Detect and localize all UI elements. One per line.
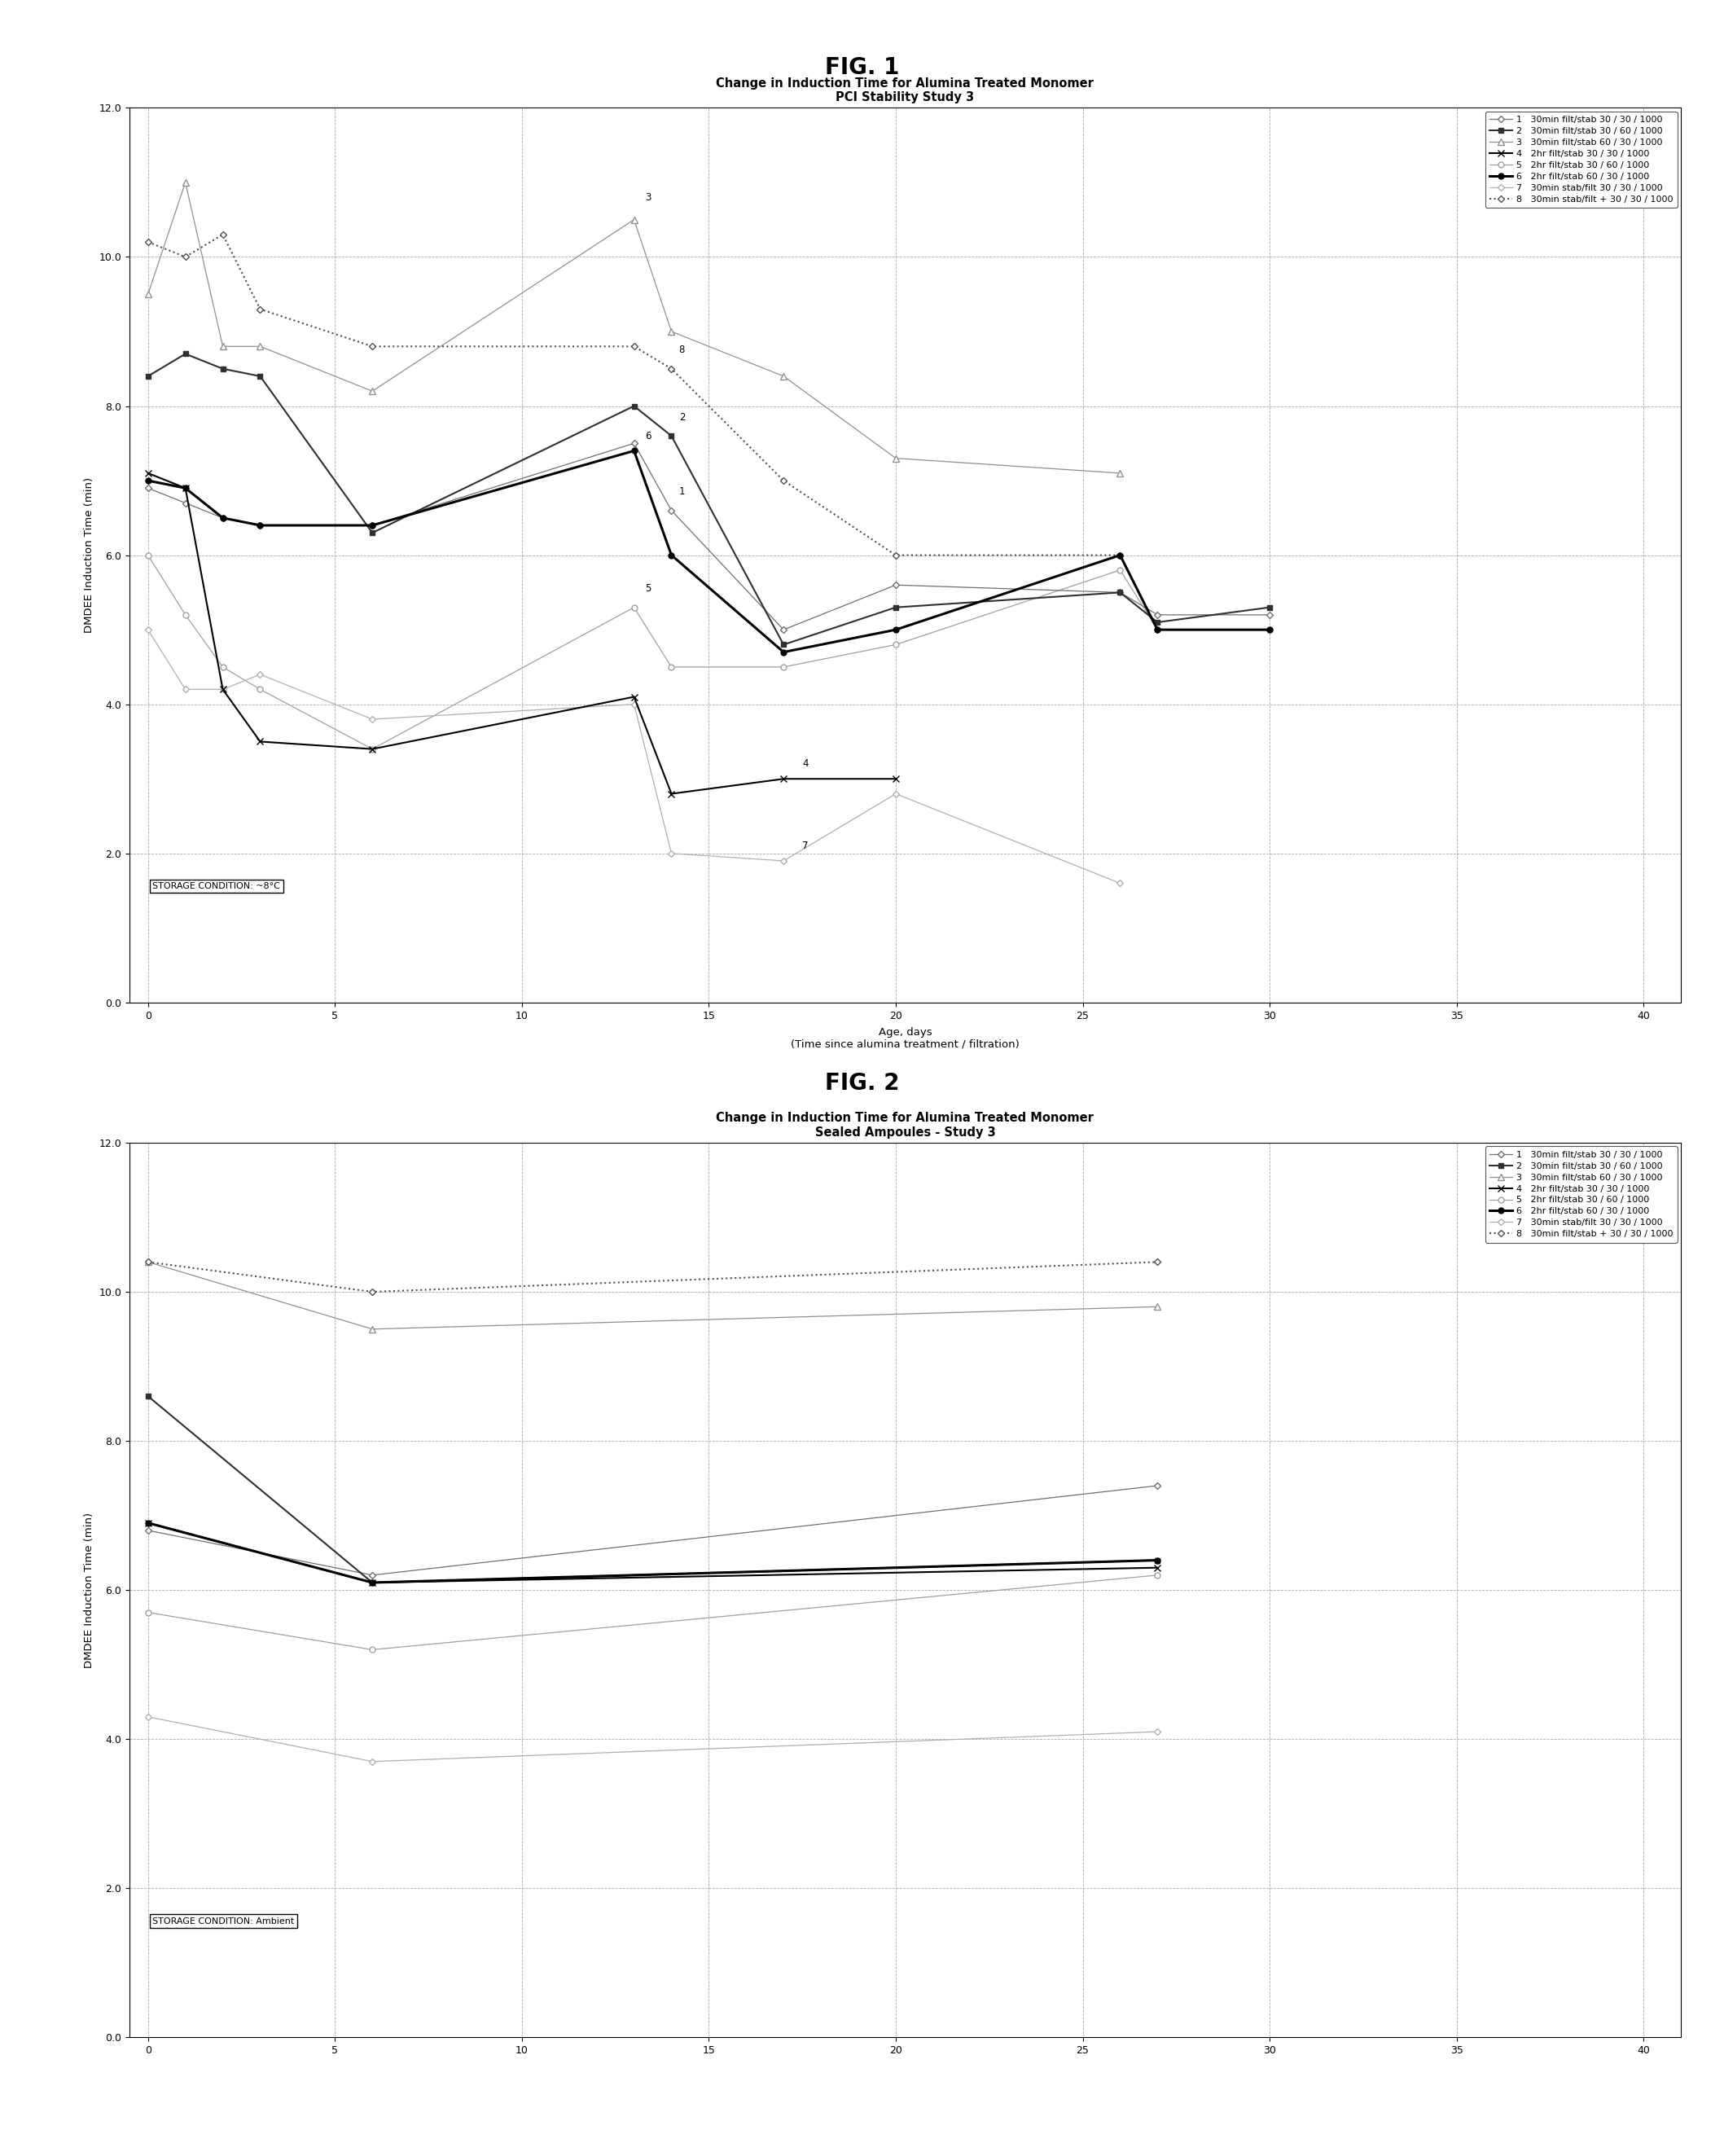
Text: STORAGE CONDITION: Ambient: STORAGE CONDITION: Ambient bbox=[153, 1917, 295, 1925]
Title: Change in Induction Time for Alumina Treated Monomer
Sealed Ampoules - Study 3: Change in Induction Time for Alumina Tre… bbox=[715, 1112, 1095, 1138]
Text: 8: 8 bbox=[679, 345, 684, 356]
Legend: 1   30min filt/stab 30 / 30 / 1000, 2   30min filt/stab 30 / 60 / 1000, 3   30mi: 1 30min filt/stab 30 / 30 / 1000, 2 30mi… bbox=[1486, 112, 1677, 207]
Text: 7: 7 bbox=[802, 841, 809, 852]
Text: FIG. 2: FIG. 2 bbox=[824, 1072, 900, 1095]
Text: 6: 6 bbox=[645, 431, 652, 442]
Text: STORAGE CONDITION: ~8°C: STORAGE CONDITION: ~8°C bbox=[153, 882, 281, 890]
Text: FIG. 1: FIG. 1 bbox=[824, 56, 900, 80]
Text: 5: 5 bbox=[645, 584, 652, 595]
Text: 3: 3 bbox=[645, 192, 652, 203]
Text: 1: 1 bbox=[679, 487, 684, 498]
Title: Change in Induction Time for Alumina Treated Monomer
PCI Stability Study 3: Change in Induction Time for Alumina Tre… bbox=[715, 78, 1095, 103]
Text: 2: 2 bbox=[679, 412, 684, 423]
Text: 4: 4 bbox=[802, 759, 809, 770]
Legend: 1   30min filt/stab 30 / 30 / 1000, 2   30min filt/stab 30 / 60 / 1000, 3   30mi: 1 30min filt/stab 30 / 30 / 1000, 2 30mi… bbox=[1486, 1147, 1677, 1242]
X-axis label: Age, days
(Time since alumina treatment / filtration): Age, days (Time since alumina treatment … bbox=[791, 1026, 1019, 1050]
Y-axis label: DMDEE Induction Time (min): DMDEE Induction Time (min) bbox=[83, 1511, 95, 1669]
Y-axis label: DMDEE Induction Time (min): DMDEE Induction Time (min) bbox=[83, 476, 95, 634]
